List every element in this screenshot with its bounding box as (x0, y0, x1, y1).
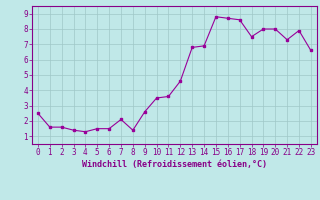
X-axis label: Windchill (Refroidissement éolien,°C): Windchill (Refroidissement éolien,°C) (82, 160, 267, 169)
